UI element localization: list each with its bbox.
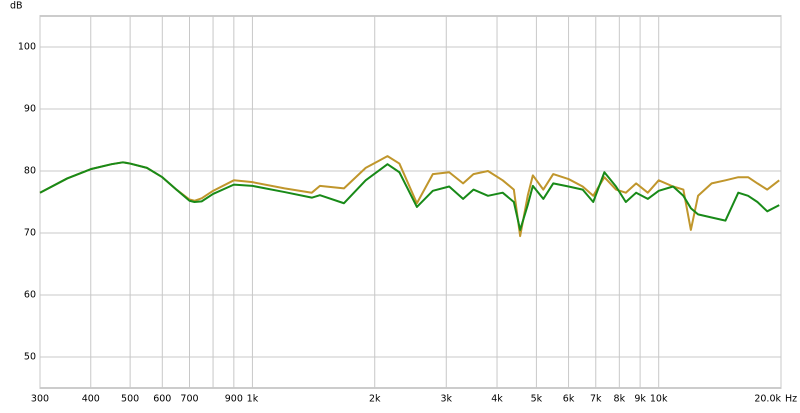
x-tick-label: 500 (121, 394, 139, 405)
y-tick-label: 80 (24, 166, 36, 177)
x-tick-label: 5k (531, 394, 543, 405)
x-tick-label: 900 (225, 394, 243, 405)
x-tick-label: 6k (563, 394, 575, 405)
y-axis-label: dB (10, 1, 23, 12)
x-tick-label: 3k (440, 394, 452, 405)
x-tick-label: 600 (153, 394, 171, 405)
x-tick-label: 400 (82, 394, 100, 405)
x-tick-label: 4k (491, 394, 503, 405)
series-line (39, 161, 780, 231)
x-tick-label: 9k (634, 394, 646, 405)
y-tick-label: 100 (18, 42, 36, 53)
x-tick-label: 700 (180, 394, 198, 405)
y-tick-label: 90 (24, 104, 36, 115)
x-tick-label: 2k (369, 394, 381, 405)
x-tick-label: 8k (614, 394, 626, 405)
y-tick-label: 60 (24, 290, 36, 301)
y-tick-label: 70 (24, 228, 36, 239)
x-tick-label: 10k (650, 394, 668, 405)
x-tick-label: 300 (31, 394, 49, 405)
y-tick-label: 50 (24, 352, 36, 363)
x-tick-label: 7k (590, 394, 602, 405)
x-axis-unit: Hz (785, 394, 797, 405)
plot-area (39, 15, 782, 389)
x-tick-label: 20.0k (754, 394, 781, 405)
x-tick-label: 1k (247, 394, 259, 405)
